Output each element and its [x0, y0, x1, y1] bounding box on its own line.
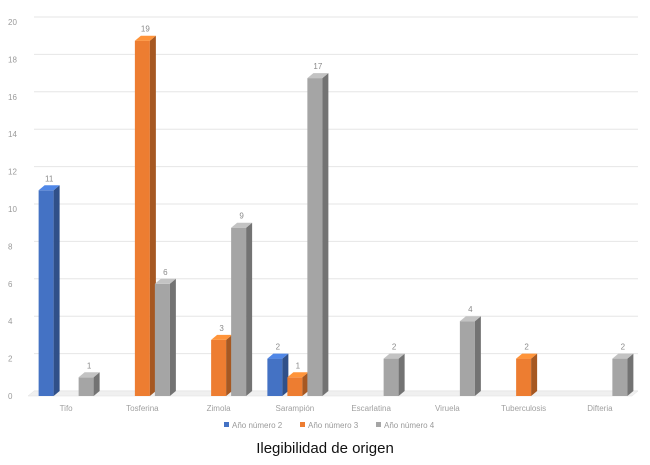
bar [383, 358, 399, 396]
y-tick-label: 2 [8, 355, 13, 364]
bar [134, 40, 150, 396]
y-tick-label: 16 [8, 93, 17, 102]
bar-top [211, 334, 233, 340]
bar-top [459, 316, 481, 322]
data-label: 2 [524, 343, 529, 352]
bar-side [302, 372, 309, 396]
bar-top [307, 73, 329, 79]
y-tick-label: 4 [8, 317, 13, 326]
bar-side [282, 353, 289, 396]
bar-chart: 02468101214161820111Tifo196Tosferina39Zi… [8, 16, 639, 430]
bar-top [78, 372, 100, 378]
y-tick-label: 10 [8, 205, 17, 214]
bar-top [154, 278, 176, 284]
data-label: 11 [45, 174, 54, 183]
data-label: 9 [239, 212, 244, 221]
bar-top [267, 353, 289, 359]
category-label: Zimola [207, 404, 232, 413]
bar [307, 78, 323, 396]
bar-top [38, 185, 60, 191]
bar [154, 283, 170, 396]
y-tick-label: 8 [8, 242, 13, 251]
data-label: 2 [621, 343, 626, 352]
bar [516, 358, 532, 396]
category-label: Sarampión [276, 404, 315, 413]
data-label: 6 [163, 268, 168, 277]
bar-side [474, 316, 481, 396]
bar-side [226, 334, 233, 396]
data-label: 1 [296, 361, 301, 370]
category-label: Tosferina [126, 404, 159, 413]
bar-side [93, 372, 100, 396]
y-tick-label: 0 [8, 392, 13, 401]
bar [459, 321, 475, 396]
chart-floor [27, 390, 639, 397]
data-label: 4 [468, 305, 473, 314]
bar-top [134, 35, 156, 41]
data-label: 17 [313, 62, 322, 71]
bar [267, 358, 283, 396]
bar-top [231, 222, 253, 228]
bar [612, 358, 628, 396]
bar-top [516, 353, 538, 359]
bar-side [531, 353, 538, 396]
bar-side [246, 222, 253, 396]
category-label: Escarlatina [351, 404, 391, 413]
legend-swatch [376, 422, 381, 427]
caption: Ilegibilidad de origen [256, 440, 394, 457]
bar-side [398, 353, 405, 396]
bar-top [287, 372, 309, 378]
legend-label: Año número 3 [308, 421, 359, 430]
bar-side [169, 278, 176, 396]
y-tick-label: 12 [8, 168, 17, 177]
category-label: Tuberculosis [501, 404, 546, 413]
bar [211, 339, 227, 396]
legend-swatch [224, 422, 229, 427]
y-tick-label: 14 [8, 130, 17, 139]
legend-swatch [300, 422, 305, 427]
bar [38, 190, 54, 396]
y-tick-label: 6 [8, 280, 13, 289]
bar [78, 377, 94, 396]
bar-side [627, 353, 634, 396]
bar-top [612, 353, 634, 359]
data-label: 1 [87, 361, 92, 370]
category-label: Difteria [587, 404, 613, 413]
bar [287, 377, 303, 396]
y-tick-label: 20 [8, 18, 17, 27]
y-tick-label: 18 [8, 55, 17, 64]
bar-side [149, 35, 156, 396]
category-label: Tifo [60, 404, 74, 413]
legend-label: Año número 4 [384, 421, 435, 430]
legend-label: Año número 2 [232, 421, 283, 430]
bar [231, 227, 247, 396]
data-label: 19 [141, 25, 150, 34]
data-label: 3 [219, 324, 224, 333]
data-label: 2 [276, 343, 281, 352]
bar-top [383, 353, 405, 359]
data-label: 2 [392, 343, 397, 352]
bar-side [322, 73, 329, 396]
category-label: Viruela [435, 404, 460, 413]
bar-side [53, 185, 60, 396]
